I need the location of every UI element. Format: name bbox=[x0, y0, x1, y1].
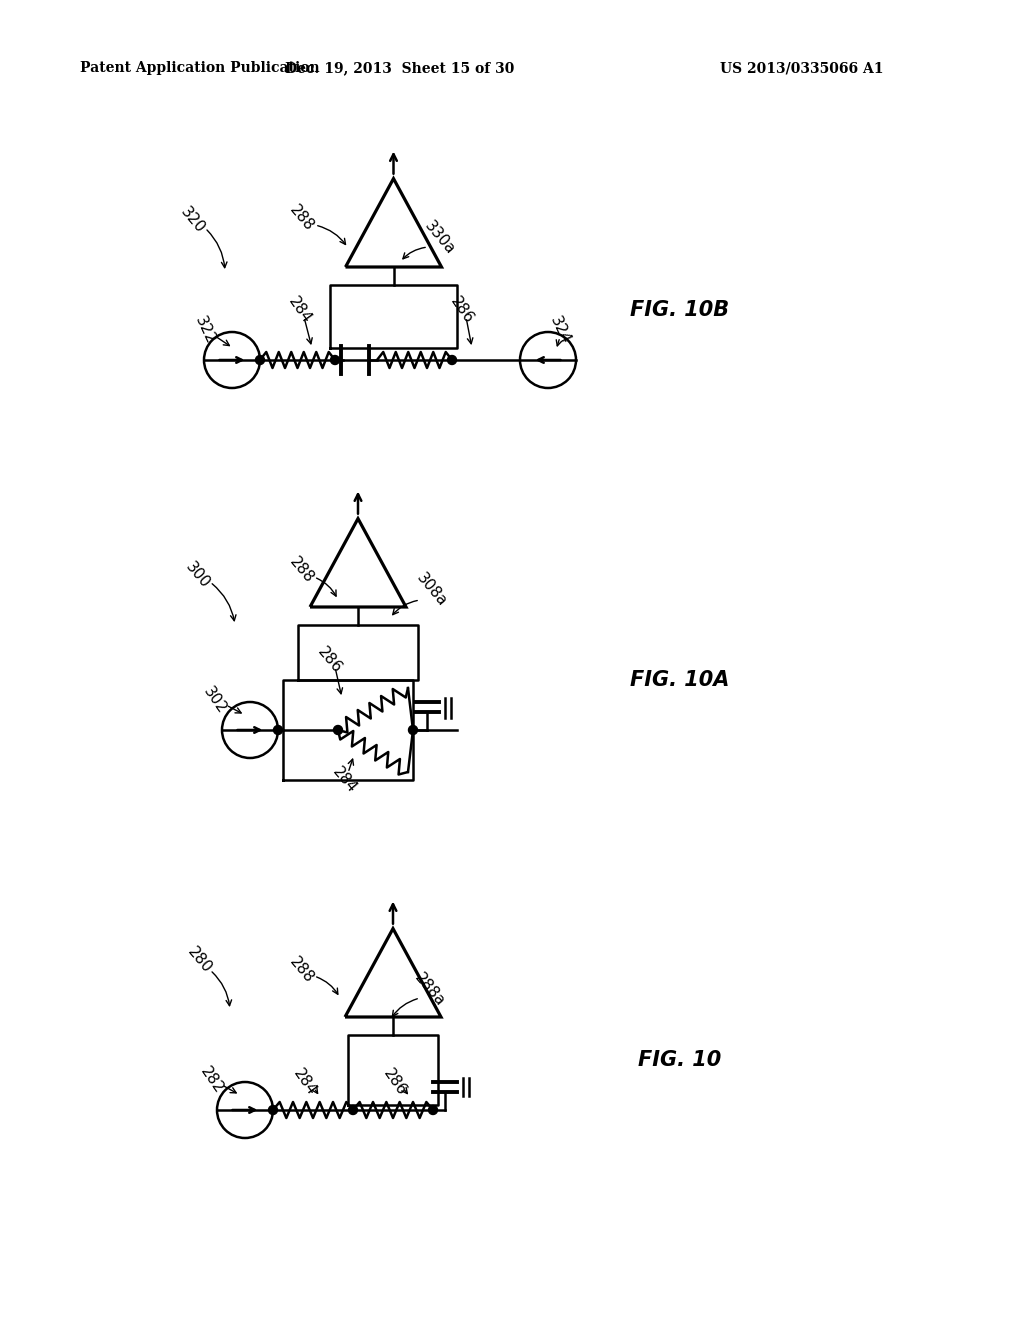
Text: 302: 302 bbox=[201, 684, 229, 717]
Text: 300: 300 bbox=[183, 560, 213, 591]
Circle shape bbox=[409, 726, 418, 734]
Circle shape bbox=[348, 1106, 357, 1114]
Circle shape bbox=[268, 1106, 278, 1114]
Text: FIG. 10: FIG. 10 bbox=[638, 1049, 722, 1071]
Text: 288a: 288a bbox=[412, 970, 449, 1010]
Text: 286: 286 bbox=[447, 294, 476, 326]
Text: 330a: 330a bbox=[422, 218, 458, 257]
Circle shape bbox=[273, 726, 283, 734]
Text: 324: 324 bbox=[547, 314, 572, 346]
Text: 320: 320 bbox=[178, 205, 208, 236]
Text: 288: 288 bbox=[287, 954, 317, 986]
Text: 284: 284 bbox=[291, 1065, 319, 1098]
Text: 286: 286 bbox=[381, 1065, 410, 1098]
Circle shape bbox=[447, 355, 457, 364]
Text: FIG. 10B: FIG. 10B bbox=[631, 300, 729, 319]
Text: Patent Application Publication: Patent Application Publication bbox=[80, 61, 319, 75]
Text: 308a: 308a bbox=[414, 570, 451, 610]
Text: 288: 288 bbox=[287, 202, 317, 234]
Text: 284: 284 bbox=[330, 764, 360, 796]
Text: Dec. 19, 2013  Sheet 15 of 30: Dec. 19, 2013 Sheet 15 of 30 bbox=[286, 61, 515, 75]
Text: US 2013/0335066 A1: US 2013/0335066 A1 bbox=[720, 61, 884, 75]
Circle shape bbox=[256, 355, 264, 364]
Text: FIG. 10A: FIG. 10A bbox=[631, 671, 730, 690]
Circle shape bbox=[428, 1106, 437, 1114]
Text: 288: 288 bbox=[287, 554, 317, 586]
Circle shape bbox=[334, 726, 342, 734]
Text: 322: 322 bbox=[193, 314, 218, 346]
Text: 280: 280 bbox=[185, 944, 215, 975]
Text: 282: 282 bbox=[198, 1064, 226, 1096]
Text: 286: 286 bbox=[315, 644, 345, 676]
Text: 284: 284 bbox=[286, 294, 314, 326]
Circle shape bbox=[331, 355, 340, 364]
